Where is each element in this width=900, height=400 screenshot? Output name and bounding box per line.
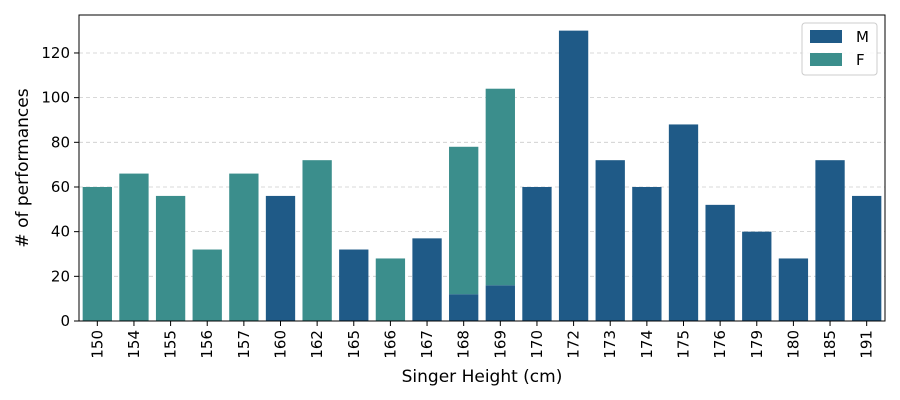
x-tick-label: 160 — [272, 330, 290, 359]
x-tick-label: 180 — [784, 330, 802, 359]
bars — [82, 30, 882, 322]
x-tick-label: 156 — [198, 330, 216, 359]
y-tick-label: 100 — [41, 89, 70, 107]
bar-m-175 — [668, 124, 699, 322]
x-tick-label: 168 — [455, 330, 473, 359]
x-tick-label: 155 — [162, 330, 180, 359]
x-axis-title: Singer Height (cm) — [402, 367, 563, 387]
y-tick-label: 20 — [51, 267, 70, 285]
bar-m-176 — [705, 204, 735, 321]
y-axis: 0 20 40 60 80 100 120 — [41, 44, 79, 330]
x-axis: 150 154 155 156 157 160 162 165 166 167 168 169 170 1… — [88, 321, 876, 359]
y-tick-label: 60 — [51, 178, 70, 196]
x-tick-label: 157 — [235, 330, 253, 359]
y-axis-title: # of performances — [13, 88, 33, 247]
y-tick-label: 40 — [51, 223, 70, 241]
x-tick-label: 167 — [418, 330, 436, 359]
bar-f-166 — [375, 258, 406, 321]
bar-m-185 — [815, 160, 845, 321]
bar-m-179 — [742, 231, 772, 321]
x-tick-label: 150 — [88, 330, 106, 359]
x-tick-label: 154 — [125, 330, 143, 359]
y-tick-label: 80 — [51, 133, 70, 151]
legend-label: F — [856, 51, 865, 69]
legend-swatch — [810, 53, 842, 66]
bar-m-160 — [265, 195, 296, 321]
bar-m-167 — [412, 238, 442, 321]
x-tick-label: 175 — [675, 330, 693, 359]
x-tick-label: 165 — [345, 330, 363, 359]
bar-m-172 — [558, 30, 589, 321]
y-tick-label: 0 — [60, 312, 70, 330]
bar-f-155 — [155, 195, 186, 321]
bar-f-168 — [449, 146, 479, 295]
bar-f-156 — [192, 249, 222, 321]
bar-f-162 — [302, 160, 332, 321]
bar-m-174 — [632, 186, 662, 321]
x-tick-label: 169 — [491, 330, 509, 359]
bar-m-168 — [449, 294, 479, 321]
x-tick-label: 173 — [601, 330, 619, 359]
y-tick-label: 120 — [41, 44, 70, 62]
x-tick-label: 191 — [858, 330, 876, 359]
bar-m-173 — [595, 160, 625, 321]
bar-m-165 — [339, 249, 369, 321]
x-tick-label: 185 — [821, 330, 839, 359]
x-tick-label: 179 — [748, 330, 766, 359]
bar-m-169 — [485, 285, 515, 321]
grid-lines — [79, 52, 885, 277]
bar-m-191 — [852, 195, 882, 321]
x-tick-label: 166 — [381, 330, 399, 359]
bar-f-150 — [82, 186, 112, 321]
x-tick-label: 174 — [638, 330, 656, 359]
bar-m-170 — [522, 186, 552, 321]
bar-f-169 — [485, 88, 515, 286]
legend-swatch — [810, 30, 842, 43]
legend-label: M — [856, 28, 869, 46]
x-tick-label: 162 — [308, 330, 326, 359]
x-tick-label: 170 — [528, 330, 546, 359]
x-tick-label: 176 — [711, 330, 729, 359]
bar-m-180 — [778, 258, 809, 321]
bar-f-157 — [229, 173, 259, 321]
plot-frame — [78, 14, 886, 322]
x-tick-label: 172 — [565, 330, 583, 359]
bar-f-154 — [119, 173, 149, 321]
legend: MF — [801, 22, 878, 76]
